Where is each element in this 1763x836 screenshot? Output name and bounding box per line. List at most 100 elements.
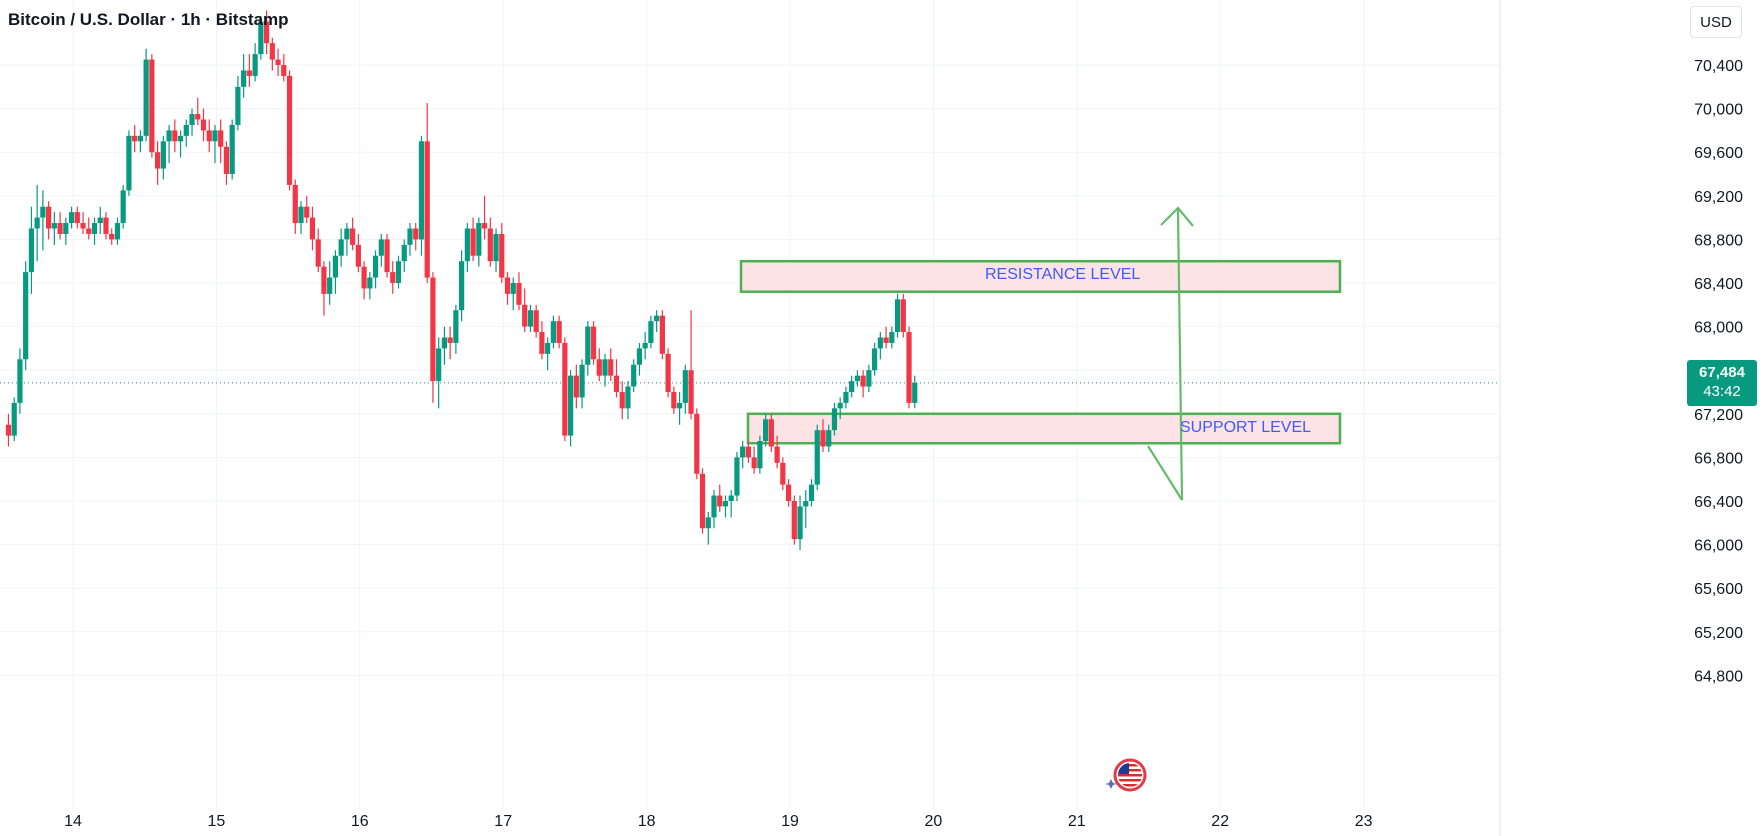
- candle-body: [631, 364, 637, 387]
- currency-button[interactable]: USD: [1690, 6, 1742, 38]
- candle-body: [665, 353, 671, 392]
- candle-body: [126, 135, 132, 191]
- candle-body: [212, 130, 218, 142]
- candle-body: [407, 228, 413, 245]
- candle-body: [734, 457, 740, 496]
- candle-body: [390, 272, 396, 283]
- candle-body: [263, 21, 270, 44]
- candle-body: [751, 457, 757, 469]
- price-tick-label: 68,800: [1694, 232, 1743, 249]
- candle-countdown: 43:42: [1703, 382, 1741, 400]
- price-tick-label: 65,200: [1694, 625, 1743, 642]
- candle-body: [533, 310, 539, 333]
- candle-body: [774, 446, 780, 463]
- candle-body: [539, 332, 545, 354]
- candle-body: [487, 228, 493, 262]
- support-label: SUPPORT LEVEL: [1180, 418, 1312, 436]
- candle-body: [436, 348, 442, 382]
- candle-body: [814, 430, 820, 485]
- candle-body: [51, 223, 57, 229]
- candle-body: [722, 501, 729, 507]
- candle-body: [309, 217, 316, 240]
- candle-body: [321, 266, 327, 294]
- candle-body: [86, 228, 92, 234]
- arrow-head-icon: [1160, 206, 1194, 227]
- candle-body: [837, 402, 843, 409]
- candle-body: [74, 212, 80, 224]
- resistance-label: RESISTANCE LEVEL: [985, 266, 1141, 284]
- candle-body: [889, 332, 895, 343]
- candle-body: [785, 484, 792, 501]
- price-tick-label: 68,400: [1694, 276, 1743, 293]
- candle-body: [28, 228, 35, 273]
- candle-body: [378, 239, 384, 256]
- candle-body: [114, 223, 121, 240]
- candle-body: [866, 370, 872, 387]
- candle-body: [68, 212, 75, 224]
- candle-body: [298, 206, 304, 224]
- candle-body: [504, 277, 511, 294]
- candle-body: [11, 402, 17, 436]
- time-tick-label: 21: [1068, 813, 1086, 830]
- candle-body: [831, 408, 838, 431]
- candle-body: [590, 326, 597, 360]
- candle-body: [579, 364, 585, 398]
- candle-body: [602, 359, 608, 376]
- candle-body: [499, 233, 505, 278]
- candle-body: [413, 228, 419, 240]
- candle-body: [5, 424, 12, 436]
- candle-body: [522, 304, 528, 327]
- time-tick-label: 15: [208, 813, 226, 830]
- candle-body: [218, 130, 224, 147]
- candle-body: [286, 75, 293, 185]
- candle-body: [281, 65, 287, 76]
- candle-body: [183, 124, 189, 136]
- candle-body: [912, 382, 918, 403]
- candle-body: [430, 277, 436, 382]
- time-tick-label: 16: [351, 813, 369, 830]
- candle-body: [481, 223, 488, 229]
- candle-body: [728, 495, 734, 501]
- candle-body: [694, 413, 700, 474]
- candle-body: [459, 261, 465, 311]
- candle-body: [849, 381, 855, 392]
- candle-body: [613, 375, 620, 392]
- candle-body: [292, 184, 298, 224]
- candle-body: [843, 392, 849, 403]
- candle-body: [808, 484, 815, 501]
- candle-body: [172, 130, 178, 142]
- candle-body: [768, 419, 774, 447]
- candle-body: [854, 375, 860, 382]
- symbol-title: Bitcoin / U.S. Dollar · 1h · Bitstamp: [8, 10, 289, 29]
- candle-body: [877, 337, 883, 349]
- candle-body: [241, 70, 247, 87]
- candle-body: [143, 59, 149, 136]
- candle-body: [97, 217, 103, 224]
- us-flag-icon[interactable]: [1105, 757, 1149, 793]
- projection-arrows[interactable]: [1147, 206, 1194, 501]
- candle-body: [395, 261, 402, 283]
- candle-body: [269, 43, 275, 60]
- candle-body: [676, 402, 683, 409]
- time-axis[interactable]: 14 15 16 17 18 19 20 21 22 23: [64, 813, 1372, 830]
- candle-body: [401, 244, 407, 262]
- support-zone: [746, 412, 1342, 445]
- candle-body: [327, 277, 333, 294]
- candle-body: [860, 375, 866, 387]
- candle-body: [516, 283, 522, 305]
- candle-body: [648, 321, 654, 343]
- price-tick-label: 66,000: [1694, 538, 1743, 555]
- candle-body: [872, 348, 878, 371]
- candle-body: [57, 223, 63, 234]
- candle-body: [229, 124, 235, 174]
- candle-body: [894, 299, 901, 333]
- candle-body: [711, 495, 717, 518]
- candle-body: [791, 501, 797, 540]
- candle-body: [166, 130, 172, 142]
- price-axis[interactable]: 70,400 70,000 69,600 69,200 68,800 68,400 68,0…: [1499, 0, 1743, 836]
- candle-body: [304, 206, 310, 218]
- candle-body: [155, 152, 161, 169]
- candle-body: [476, 223, 482, 256]
- candle-body: [757, 441, 763, 469]
